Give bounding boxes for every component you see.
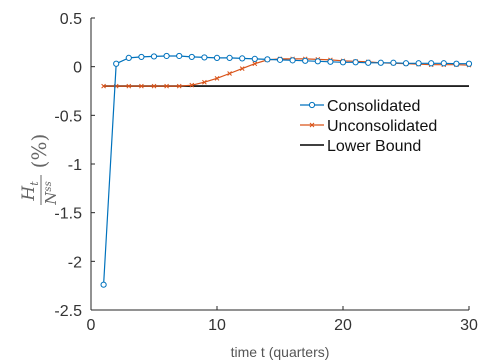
data-point xyxy=(213,54,221,62)
data-point xyxy=(252,61,258,67)
plot-area xyxy=(100,52,473,288)
data-point xyxy=(176,52,183,60)
legend-item-lower-bound: Lower Bound xyxy=(300,138,421,155)
legend-marker xyxy=(309,122,315,128)
data-point xyxy=(226,54,233,62)
data-point xyxy=(189,82,195,88)
data-point xyxy=(227,71,232,76)
data-point xyxy=(126,83,132,89)
legend-label: Consolidated xyxy=(327,98,420,115)
data-point xyxy=(201,54,208,61)
data-point xyxy=(138,53,145,61)
x-tick-label: 0 xyxy=(87,317,96,334)
y-tick-label: -2.5 xyxy=(54,303,82,320)
data-point xyxy=(202,79,207,85)
data-point xyxy=(453,60,460,67)
data-point xyxy=(402,60,410,67)
data-point xyxy=(415,60,422,67)
data-point xyxy=(377,59,384,66)
data-point xyxy=(302,57,309,64)
data-point xyxy=(440,60,447,67)
y-tick-label: -0.5 xyxy=(54,108,82,125)
series-line xyxy=(103,55,469,285)
data-point xyxy=(264,56,271,63)
data-point xyxy=(214,75,220,81)
legend-label: Lower Bound xyxy=(327,138,421,155)
y-tick-label: 0.5 xyxy=(60,11,82,28)
ylabel-denominator-sup: ss xyxy=(43,181,54,191)
data-point xyxy=(113,60,120,67)
data-point xyxy=(339,59,347,66)
data-point xyxy=(251,55,258,62)
ylabel-numerator-sub: t xyxy=(28,181,41,186)
data-point xyxy=(239,66,245,71)
data-point xyxy=(188,53,195,61)
x-tick-label: 20 xyxy=(334,317,352,334)
legend-label: Unconsolidated xyxy=(327,118,437,135)
data-point xyxy=(352,59,359,66)
ylabel-numerator: H xyxy=(19,185,39,202)
data-point xyxy=(125,54,132,62)
legend-marker xyxy=(308,101,316,109)
ylabel-unit: (%) xyxy=(27,134,51,169)
data-point xyxy=(100,281,107,288)
axes: 0 10 20 30 -2.5 -2 -1.5 -1 -0.5 0 0.5 xyxy=(54,11,478,334)
ylabel-denominator: N xyxy=(42,191,60,206)
data-point xyxy=(289,57,296,64)
data-point xyxy=(465,60,473,67)
data-point xyxy=(327,58,334,65)
data-point xyxy=(139,83,144,89)
series-unconsolidated xyxy=(101,56,472,89)
data-point xyxy=(151,83,157,89)
y-tick-label: 0 xyxy=(73,60,82,77)
data-point xyxy=(101,83,106,89)
data-point xyxy=(390,59,397,66)
svg-text:Nss: Nss xyxy=(42,181,60,205)
data-point xyxy=(176,83,182,89)
data-point xyxy=(164,83,169,89)
data-point xyxy=(365,59,372,66)
data-point xyxy=(150,53,158,60)
y-tick-label: -2 xyxy=(68,254,82,271)
data-point xyxy=(239,55,246,62)
y-axis-label: Ht Nss (%) xyxy=(19,134,60,206)
y-tick-label: -1 xyxy=(68,157,82,174)
data-point xyxy=(314,58,321,65)
data-point xyxy=(163,52,170,60)
y-tick-label: -1.5 xyxy=(54,206,82,223)
svg-text:Ht: Ht xyxy=(19,181,41,202)
x-axis-label: time t (quarters) xyxy=(231,344,330,360)
series-consolidated xyxy=(100,52,473,288)
data-point xyxy=(428,60,435,67)
legend: Consolidated Unconsolidated Lower Bound xyxy=(300,98,437,155)
x-tick-label: 30 xyxy=(460,317,478,334)
legend-item-consolidated: Consolidated xyxy=(300,98,420,115)
data-point xyxy=(276,56,284,63)
x-tick-label: 10 xyxy=(208,317,226,334)
legend-item-unconsolidated: Unconsolidated xyxy=(300,118,437,135)
